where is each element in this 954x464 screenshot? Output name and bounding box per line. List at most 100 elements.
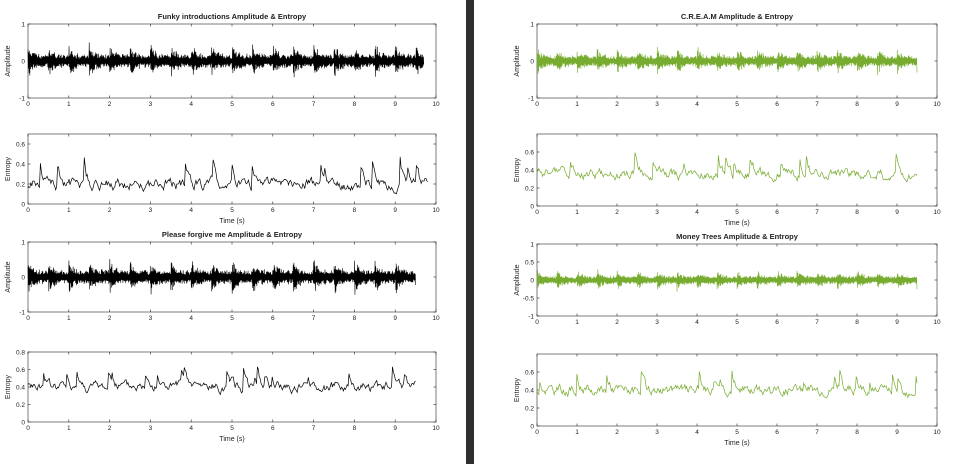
x-tick-label: 9 [895, 429, 899, 436]
x-tick-label: 10 [432, 425, 440, 432]
y-tick-label: 1 [21, 239, 25, 246]
x-tick-label: 7 [815, 429, 819, 436]
x-tick-label: 8 [353, 101, 357, 108]
x-tick-label: 9 [393, 315, 397, 322]
x-tick-label: 1 [575, 429, 579, 436]
x-tick-label: 8 [855, 319, 859, 326]
y-tick-label: 0.2 [525, 185, 534, 192]
x-tick-label: 0 [535, 209, 539, 216]
x-tick-label: 10 [933, 319, 941, 326]
figure-window-left: Funky introductions Amplitude & Entropy A… [0, 0, 466, 464]
chart-panel-right-top: C.R.E.A.M Amplitude & Entropy Amplitude 0 1… [514, 12, 941, 108]
y-axis-label: Amplitude [514, 45, 521, 76]
x-tick-label: 1 [575, 101, 579, 108]
x-tick-label: 4 [189, 425, 193, 432]
x-tick-label: 1 [67, 315, 71, 322]
x-tick-label: 5 [230, 207, 234, 214]
chart-title: C.R.E.A.M Amplitude & Entropy [681, 12, 794, 21]
y-tick-label: 0.2 [525, 405, 534, 412]
x-tick-label: 0 [535, 101, 539, 108]
window-divider [466, 0, 474, 464]
y-tick-label: 0.6 [16, 367, 25, 374]
x-tick-label: 3 [149, 425, 153, 432]
chart-panel-right-mid1: Entropy Time (s) 0 1 2 3 4 5 6 7 8 9 10 0.6 0.4 0.2 0 [514, 133, 941, 227]
x-tick-label: 3 [149, 101, 153, 108]
chart-panel-left-top: Funky introductions Amplitude & Entropy A… [5, 12, 440, 108]
x-tick-label: 10 [933, 209, 941, 216]
x-tick-label: 8 [353, 207, 357, 214]
x-tick-label: 4 [695, 319, 699, 326]
x-tick-label: 7 [815, 319, 819, 326]
x-tick-label: 5 [230, 101, 234, 108]
y-tick-label: 0 [530, 58, 534, 65]
series-line-entropy [536, 152, 918, 183]
x-tick-label: 1 [67, 425, 71, 432]
x-tick-label: 4 [189, 315, 193, 322]
y-tick-label: 0 [21, 201, 25, 208]
x-tick-label: 3 [655, 319, 659, 326]
y-tick-label: 0.2 [16, 181, 25, 188]
x-tick-label: 1 [67, 101, 71, 108]
x-tick-label: 9 [895, 209, 899, 216]
x-tick-label: 10 [432, 101, 440, 108]
x-tick-label: 2 [615, 209, 619, 216]
y-tick-label: 0.2 [16, 402, 25, 409]
x-tick-label: 1 [575, 209, 579, 216]
chart-title: Funky introductions Amplitude & Entropy [158, 12, 307, 21]
x-tick-label: 1 [67, 207, 71, 214]
y-tick-label: -1 [528, 95, 534, 102]
chart-title: Please forgive me Amplitude & Entropy [162, 230, 303, 239]
y-tick-label: 0 [21, 274, 25, 281]
chart-panel-left-bot: Entropy Time (s) 0 1 2 3 4 5 6 7 8 9 10 0.8 0.6 0.4 0.2 0 [5, 349, 440, 443]
x-tick-label: 10 [432, 315, 440, 322]
x-tick-label: 2 [615, 101, 619, 108]
x-tick-label: 6 [775, 209, 779, 216]
chart-panel-left-mid2: Please forgive me Amplitude & Entropy Amp… [5, 230, 440, 322]
x-tick-label: 1 [575, 319, 579, 326]
x-tick-label: 8 [353, 315, 357, 322]
y-tick-label: 0.8 [16, 349, 25, 356]
x-tick-label: 2 [615, 319, 619, 326]
x-tick-label: 7 [312, 101, 316, 108]
x-tick-label: 4 [695, 429, 699, 436]
x-tick-label: 5 [735, 209, 739, 216]
x-tick-label: 0 [26, 207, 30, 214]
y-tick-label: 0.4 [16, 161, 25, 168]
x-tick-label: 9 [895, 101, 899, 108]
x-tick-label: 0 [535, 319, 539, 326]
y-axis-label: Amplitude [514, 264, 521, 295]
series-line-entropy [536, 370, 918, 399]
x-axis-label: Time (s) [724, 220, 749, 227]
x-tick-label: 0 [26, 315, 30, 322]
series-line-entropy [27, 156, 429, 195]
x-tick-label: 4 [189, 101, 193, 108]
y-axis-label: Amplitude [5, 261, 12, 292]
x-tick-label: 5 [735, 429, 739, 436]
x-tick-label: 9 [393, 207, 397, 214]
y-tick-label: 0.4 [16, 384, 25, 391]
x-axis-label: Time (s) [219, 436, 244, 443]
plot-area [536, 133, 938, 207]
x-tick-label: 6 [271, 207, 275, 214]
chart-panel-right-mid2: Money Trees Amplitude & Entropy Amplitude… [514, 232, 941, 326]
y-tick-label: 0.6 [16, 141, 25, 148]
x-tick-label: 2 [615, 429, 619, 436]
x-tick-label: 6 [775, 319, 779, 326]
plot-area [27, 351, 437, 423]
x-tick-label: 2 [108, 101, 112, 108]
x-tick-label: 6 [271, 101, 275, 108]
x-tick-label: 5 [230, 425, 234, 432]
y-tick-label: 0.6 [525, 149, 534, 156]
y-tick-label: 0 [530, 203, 534, 210]
series-line-amplitude [536, 269, 918, 292]
x-tick-label: 3 [149, 315, 153, 322]
x-tick-label: 10 [933, 429, 941, 436]
x-tick-label: 4 [695, 209, 699, 216]
y-tick-label: 1 [530, 241, 534, 248]
x-tick-label: 7 [312, 315, 316, 322]
x-tick-label: 8 [353, 425, 357, 432]
figure-left-canvas: Funky introductions Amplitude & Entropy A… [5, 12, 440, 443]
x-tick-label: 4 [189, 207, 193, 214]
x-tick-label: 6 [271, 425, 275, 432]
x-tick-label: 7 [815, 101, 819, 108]
